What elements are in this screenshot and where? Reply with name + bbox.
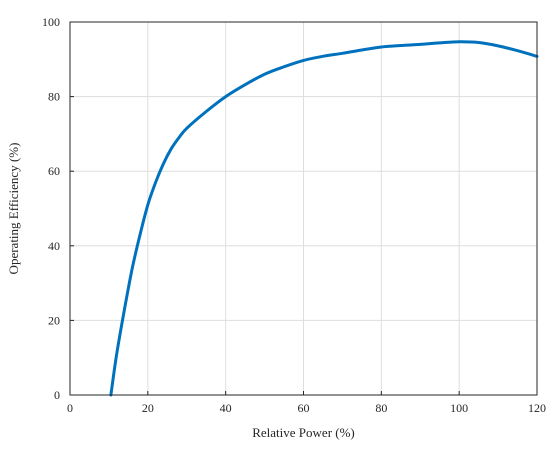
x-tick-label: 60 (298, 401, 310, 415)
x-tick-label: 0 (67, 401, 73, 415)
x-tick-label: 120 (528, 401, 546, 415)
x-tick-label: 100 (450, 401, 468, 415)
y-tick-label: 80 (48, 90, 60, 104)
y-tick-label: 100 (42, 15, 60, 29)
efficiency-curve (109, 40, 539, 397)
x-axis-label: Relative Power (%) (252, 425, 355, 440)
y-tick-label: 40 (48, 239, 60, 253)
grid (70, 22, 537, 395)
x-tick-label: 20 (142, 401, 154, 415)
y-tick-label: 20 (48, 313, 60, 327)
series-layer (109, 40, 539, 397)
x-tick-label: 40 (220, 401, 232, 415)
x-axis: 0 20 40 60 80 100 120 (67, 391, 546, 415)
y-tick-label: 60 (48, 164, 60, 178)
x-tick-label: 80 (375, 401, 387, 415)
y-axis-label: Operating Efficiency (%) (6, 143, 21, 275)
y-tick-label: 0 (54, 388, 60, 402)
y-axis: 0 20 40 60 80 100 (42, 15, 74, 402)
